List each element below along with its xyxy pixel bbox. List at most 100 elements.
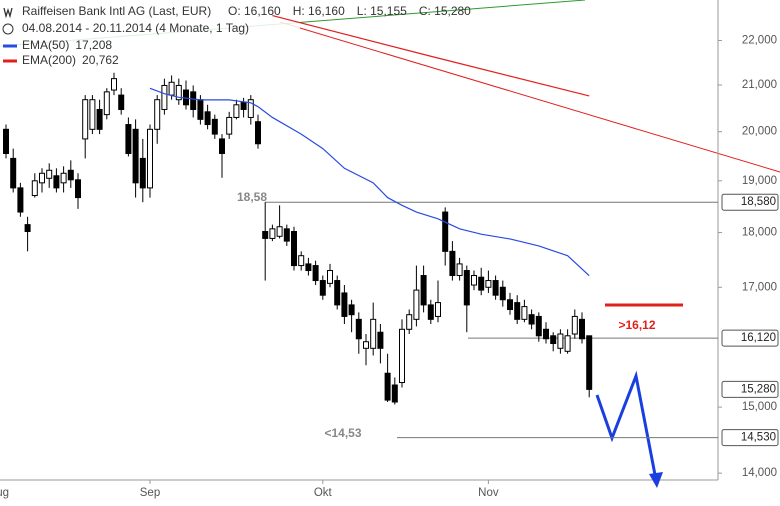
annotation: <14,53 [324, 426, 361, 440]
candle-body [233, 104, 240, 118]
candle-body [3, 128, 9, 154]
candle-body [449, 250, 456, 277]
candle-body [17, 187, 24, 213]
candle-body [197, 99, 204, 120]
header-value: O: 16,160 [228, 4, 281, 18]
candle-body [147, 128, 153, 189]
candle-body [399, 328, 405, 384]
candle-body [478, 276, 485, 291]
candle-body [507, 299, 513, 310]
candle-body [543, 328, 549, 340]
candle-body [442, 211, 449, 252]
candle-body [492, 280, 499, 296]
candle-body [456, 263, 463, 277]
candle-body [269, 228, 276, 239]
trend-line [279, 21, 780, 173]
candle-body [427, 304, 434, 320]
x-tick-label: Okt [314, 487, 333, 499]
y-tick-label: 18,000 [742, 227, 777, 239]
candle-body [564, 335, 571, 352]
y-tick-label: 17,000 [742, 281, 777, 293]
y-tick-label: 15,000 [742, 401, 777, 413]
candle-body [370, 318, 377, 349]
clock-icon [2, 23, 14, 35]
price-label: 15,280 [741, 383, 776, 395]
candle-body [435, 302, 441, 317]
candle-body [341, 292, 348, 317]
price-box [721, 429, 779, 447]
y-tick-label: 14,000 [742, 467, 777, 479]
candle-body [485, 280, 492, 288]
candle-body [521, 306, 528, 320]
y-tick-label: 20,000 [742, 126, 777, 138]
legend-label: EMA(200) [22, 53, 76, 67]
candle-body [154, 99, 161, 130]
candle-body [139, 157, 146, 189]
price-box [721, 380, 779, 398]
candle-body [463, 270, 470, 306]
legend-value: 17,208 [75, 38, 112, 52]
candle-body [125, 124, 132, 154]
legend: Raiffeisen Bank Intl AG (Last, EUR) 04.0… [0, 0, 300, 70]
candle-body [327, 270, 333, 284]
price-label: 16,120 [741, 332, 776, 344]
candle-body [528, 314, 535, 325]
x-tick-label: Nov [478, 487, 499, 499]
candle-body [190, 91, 197, 110]
chart-icon [3, 7, 13, 19]
legend-value: 20,762 [82, 53, 119, 67]
candle-body [75, 179, 81, 199]
candle-body [312, 265, 319, 282]
candle-body [67, 169, 74, 181]
y-tick-label: 19,000 [742, 175, 777, 187]
candle-body [118, 94, 125, 110]
candle-body [319, 280, 326, 296]
candle-body [334, 280, 341, 306]
candle-body [391, 384, 398, 403]
candle-body [31, 180, 38, 197]
legend-bg [0, 0, 300, 70]
forecast-arrow [595, 370, 658, 481]
candle-body [355, 318, 362, 340]
header-value: H: 16,160 [293, 4, 345, 18]
legend-label: EMA(50) [22, 38, 69, 52]
candle-body [571, 315, 578, 335]
indicator-line [149, 87, 590, 277]
x-tick-label: Aug [0, 487, 9, 499]
candle-body [406, 314, 413, 330]
candle-body [111, 78, 117, 91]
candle-body [103, 91, 110, 116]
candle-body [420, 275, 427, 306]
candle-body [39, 172, 45, 184]
candle-body [10, 157, 17, 189]
candle-body [46, 169, 53, 179]
candle-body [53, 175, 60, 189]
price-box [721, 193, 779, 211]
candle-body [168, 81, 175, 96]
candle-body [384, 372, 391, 401]
candle-body [579, 318, 585, 340]
candle-body [204, 111, 211, 126]
candle-body [298, 255, 305, 267]
candle-body [211, 118, 218, 135]
annotation: 18,58 [237, 190, 267, 204]
chart-subtitle: 04.08.2014 - 20.11.2014 (4 Monate, 1 Tag… [22, 21, 249, 35]
candle-body [96, 108, 103, 130]
candle-body [550, 335, 557, 345]
candle-body [89, 99, 96, 130]
candle-body [514, 302, 521, 320]
candle-body [499, 286, 506, 301]
candle-body [24, 224, 31, 233]
annotation: >16,12 [618, 318, 655, 332]
y-tick-label: 21,000 [742, 79, 777, 91]
candle-body [471, 275, 477, 286]
candle-body [348, 304, 355, 316]
candle-body [82, 99, 89, 140]
candle-body [132, 128, 139, 184]
y-tick-label: 22,000 [742, 35, 777, 47]
indicator-line [272, 14, 590, 97]
candle-body [291, 231, 297, 267]
candle-body [283, 228, 290, 242]
